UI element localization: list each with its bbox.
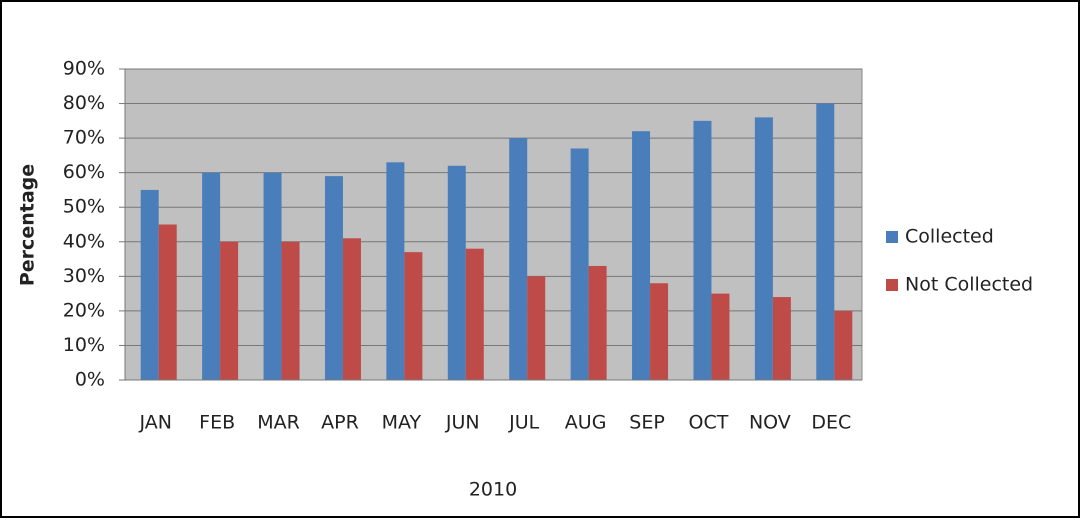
y-tick-label: 70%: [63, 127, 105, 149]
bar: [281, 241, 300, 380]
legend-label: Collected: [905, 226, 994, 248]
x-tick-label: JUN: [445, 412, 480, 434]
legend-label: Not Collected: [905, 274, 1033, 296]
y-tick-label: 30%: [63, 265, 105, 287]
legend-swatch: [886, 279, 898, 291]
legend-swatch: [886, 231, 898, 243]
bar: [509, 138, 528, 380]
x-tick-label: DEC: [811, 412, 851, 434]
bar: [527, 276, 546, 380]
y-tick-label: 20%: [63, 299, 105, 321]
y-tick-label: 50%: [63, 196, 105, 218]
bar: [816, 103, 835, 381]
bar: [140, 189, 159, 380]
bar: [588, 265, 607, 380]
bar: [158, 224, 177, 380]
x-tick-label: MAY: [382, 412, 422, 434]
bar: [465, 248, 484, 380]
bar: [342, 238, 361, 380]
bar: [202, 172, 221, 380]
bar: [772, 297, 791, 380]
bar: [263, 172, 282, 380]
x-axis-title: 2010: [469, 479, 517, 501]
x-tick-label: APR: [321, 412, 359, 434]
bar: [632, 131, 651, 380]
x-tick-label: FEB: [199, 412, 235, 434]
bar: [570, 148, 589, 380]
y-tick-label: 0%: [75, 369, 105, 391]
y-tick-label: 10%: [63, 334, 105, 356]
y-tick-label: 40%: [63, 230, 105, 252]
plot-area: [124, 68, 863, 381]
bar: [324, 176, 343, 380]
bar: [834, 310, 853, 380]
x-tick-label: OCT: [689, 412, 729, 434]
y-tick-label: 90%: [63, 58, 105, 80]
bar: [650, 283, 669, 380]
y-tick-label: 60%: [63, 161, 105, 183]
y-tick-label: 80%: [63, 92, 105, 114]
x-tick-label: MAR: [257, 412, 300, 434]
bar: [693, 120, 712, 380]
bar: [754, 117, 773, 380]
x-tick-label: AUG: [565, 412, 607, 434]
x-tick-label: NOV: [749, 412, 791, 434]
bar: [447, 165, 466, 380]
bar: [711, 293, 730, 380]
bar: [386, 162, 405, 380]
bar: [404, 252, 423, 380]
bar: [220, 241, 239, 380]
x-tick-label: JUL: [508, 412, 540, 434]
y-axis-title: Percentage: [17, 164, 39, 286]
x-tick-label: SEP: [629, 412, 665, 434]
x-tick-label: JAN: [138, 412, 171, 434]
